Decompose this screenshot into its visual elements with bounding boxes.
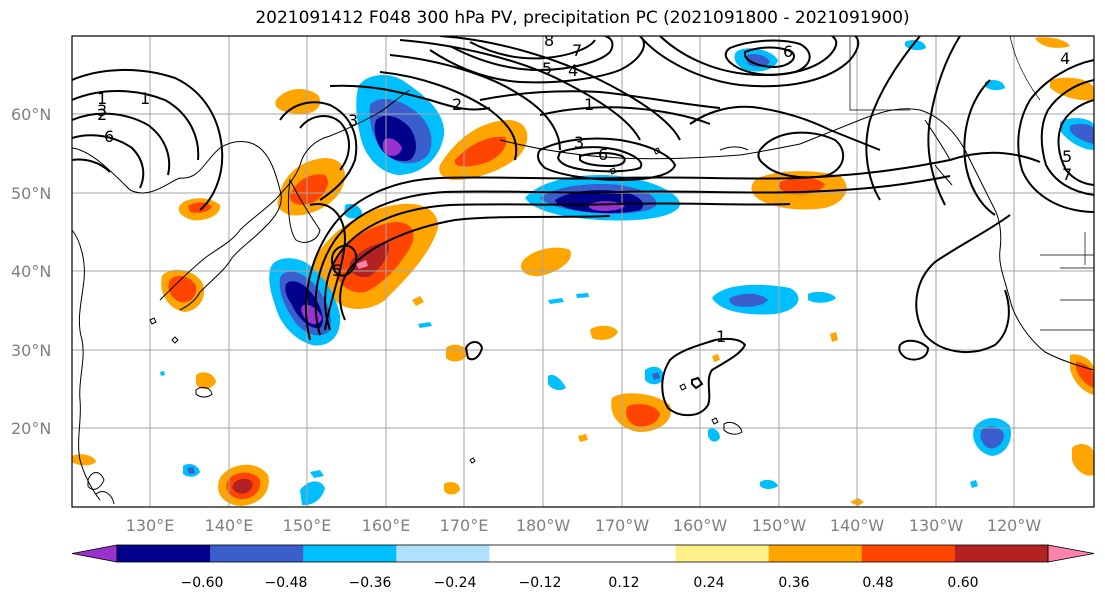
colorbar-segment bbox=[768, 545, 863, 562]
lon-label: 120°W bbox=[987, 516, 1042, 535]
colorbar-segment bbox=[303, 545, 397, 562]
lat-label-30n: 30°N bbox=[11, 341, 51, 360]
lon-label: 170°E bbox=[440, 516, 489, 535]
contour-label: 3 bbox=[348, 111, 358, 130]
colorbar-extend-high bbox=[1047, 544, 1095, 563]
colorbar-segment bbox=[582, 545, 677, 562]
lon-label: 160°E bbox=[362, 516, 411, 535]
contour-label: 5 bbox=[1062, 147, 1072, 166]
coastlines bbox=[72, 89, 1094, 505]
contour-label: 1 bbox=[140, 89, 150, 108]
contour-label: 6 bbox=[783, 42, 793, 61]
lat-label-60n: 60°N bbox=[11, 105, 51, 124]
contour-label: 1 bbox=[584, 95, 594, 114]
map-title: 2021091412 F048 300 hPa PV, precipitatio… bbox=[255, 8, 910, 28]
contour-label: 3 bbox=[574, 133, 584, 152]
contour-labels: 1 2 3 6 7 8 5 4 3 1 5 6 1 3 2 1 6 7 5 4 bbox=[97, 31, 1072, 346]
colorbar-tick-label: −0.24 bbox=[434, 575, 477, 591]
contour-label: 6 bbox=[598, 145, 608, 164]
lon-label: 130°E bbox=[126, 516, 175, 535]
lat-label-40n: 40°N bbox=[11, 262, 51, 281]
colorbar-tick-label: 0.48 bbox=[862, 575, 893, 591]
pv-contours bbox=[72, 36, 1094, 417]
contour-label: 8 bbox=[544, 31, 554, 50]
colorbar-border bbox=[116, 544, 1049, 563]
contour-label: 2 bbox=[97, 105, 107, 124]
contour-label: 6 bbox=[104, 127, 114, 146]
colorbar-segment bbox=[396, 545, 490, 562]
colorbar-tick-label: 0.24 bbox=[693, 575, 724, 591]
colorbar-tick-label: 0.60 bbox=[947, 575, 978, 591]
contour-label: 2 bbox=[452, 95, 462, 114]
longitude-labels: 130°E 140°E 150°E 160°E 170°E 180°W 170°… bbox=[126, 516, 1042, 535]
colorbar-tick-labels: −0.60 −0.48 −0.36 −0.24 −0.12 0.12 0.24 … bbox=[181, 575, 979, 591]
lon-label: 170°W bbox=[595, 516, 650, 535]
contour-label: 1 bbox=[716, 327, 726, 346]
contour-label: 4 bbox=[1060, 49, 1070, 68]
colorbar-segment bbox=[117, 545, 211, 562]
colorbar-segment bbox=[861, 545, 956, 562]
colorbar-tick-label: −0.48 bbox=[265, 575, 308, 591]
map-area: 1 2 3 6 7 8 5 4 3 1 5 6 1 3 2 1 6 7 5 4 bbox=[72, 31, 1094, 507]
lon-label: 140°W bbox=[830, 516, 885, 535]
map-frame bbox=[71, 35, 1095, 508]
lat-label-20n: 20°N bbox=[11, 419, 51, 438]
lon-label: 150°E bbox=[283, 516, 332, 535]
colorbar-segment bbox=[210, 545, 304, 562]
contour-label: 5 bbox=[542, 59, 552, 78]
lon-label: 130°W bbox=[909, 516, 964, 535]
colorbar bbox=[71, 544, 1095, 563]
lon-label: 150°W bbox=[752, 516, 807, 535]
contour-label: 3 bbox=[97, 101, 107, 120]
colorbar-segment bbox=[675, 545, 770, 562]
colorbar-tick-label: −0.60 bbox=[181, 575, 224, 591]
colorbar-tick-label: 0.36 bbox=[778, 575, 809, 591]
contour-label: 1 bbox=[97, 89, 107, 108]
lat-label-50n: 50°N bbox=[11, 184, 51, 203]
contour-label: 7 bbox=[1062, 165, 1072, 184]
lon-label: 180°W bbox=[516, 516, 571, 535]
lon-label: 140°E bbox=[205, 516, 254, 535]
colorbar-segment bbox=[489, 545, 583, 562]
colorbar-segment bbox=[954, 545, 1049, 562]
contour-label: 4 bbox=[568, 61, 578, 80]
colorbar-tick-label: 0.12 bbox=[608, 575, 639, 591]
colorbar-extend-low bbox=[71, 544, 118, 563]
lon-label: 160°W bbox=[673, 516, 728, 535]
colorbar-tick-label: −0.12 bbox=[519, 575, 562, 591]
colorbar-tick-label: −0.36 bbox=[349, 575, 392, 591]
contour-label: 7 bbox=[572, 41, 582, 60]
contour-label: 5 bbox=[332, 261, 342, 280]
latitude-labels: 60°N 50°N 40°N 30°N 20°N bbox=[11, 105, 51, 438]
